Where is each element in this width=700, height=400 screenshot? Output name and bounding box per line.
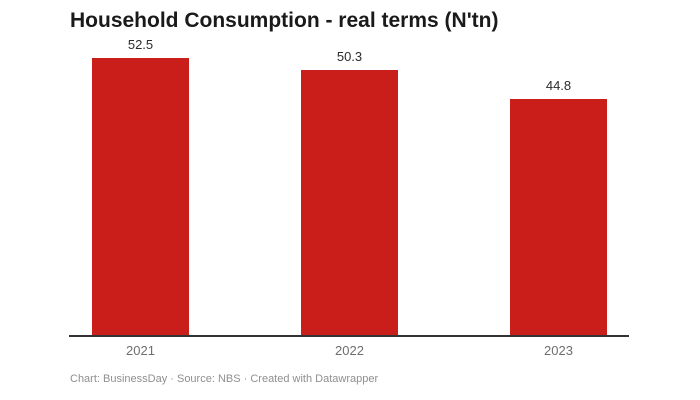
bars-row: 52.5 50.3 44.8 — [69, 37, 629, 335]
bar-2021 — [92, 58, 189, 335]
chart-title: Household Consumption - real terms (N'tn… — [70, 9, 499, 32]
chart-footer-attribution: Chart: BusinessDay · Source: NBS · Creat… — [70, 373, 379, 385]
bar-column-2021: 52.5 — [92, 37, 189, 335]
bar-column-2023: 44.8 — [510, 78, 607, 335]
bar-value-label: 50.3 — [336, 49, 363, 64]
plot-area: 52.5 50.3 44.8 — [69, 37, 629, 337]
x-tick-label-2021: 2021 — [126, 343, 155, 358]
bar-2023 — [510, 99, 607, 335]
bar-2022 — [301, 70, 398, 335]
bar-value-label: 52.5 — [127, 37, 154, 52]
bar-value-label: 44.8 — [545, 78, 572, 93]
x-tick-label-2022: 2022 — [335, 343, 364, 358]
x-tick-label-2023: 2023 — [544, 343, 573, 358]
x-axis-ticks: 2021 2022 2023 — [69, 343, 629, 358]
bar-column-2022: 50.3 — [301, 49, 398, 335]
